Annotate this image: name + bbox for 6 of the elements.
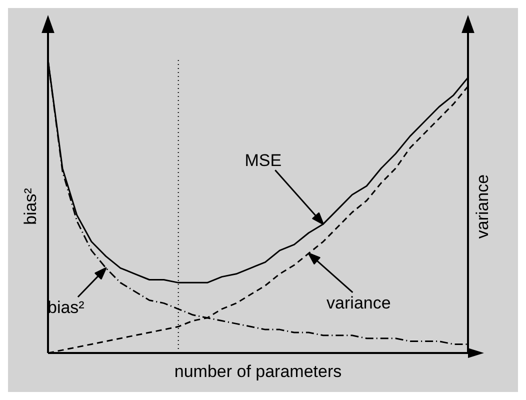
y2-axis-title: variance: [473, 174, 492, 239]
annotation: MSE: [244, 151, 282, 170]
annotation: variance: [326, 293, 391, 312]
annotation: bias²: [48, 298, 85, 318]
y-axis-title: bias²: [21, 188, 40, 225]
x-axis-title: number of parameters: [174, 362, 342, 381]
